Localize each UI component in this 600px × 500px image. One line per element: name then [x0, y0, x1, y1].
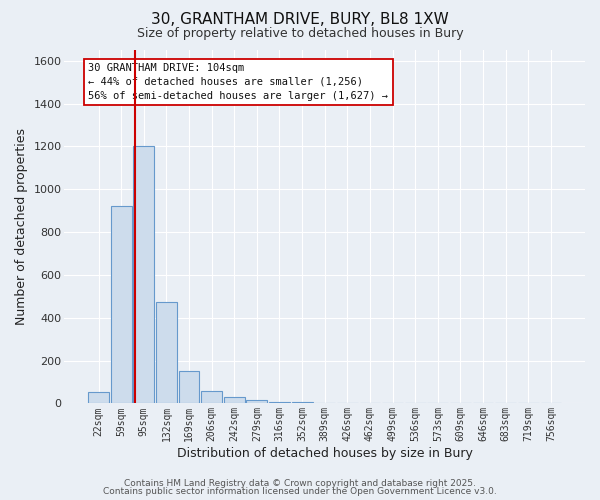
Bar — [269, 402, 290, 404]
X-axis label: Distribution of detached houses by size in Bury: Distribution of detached houses by size … — [177, 447, 473, 460]
Text: 30, GRANTHAM DRIVE, BURY, BL8 1XW: 30, GRANTHAM DRIVE, BURY, BL8 1XW — [151, 12, 449, 28]
Bar — [111, 206, 131, 404]
Bar — [133, 146, 154, 404]
Text: Contains public sector information licensed under the Open Government Licence v3: Contains public sector information licen… — [103, 487, 497, 496]
Bar — [179, 372, 199, 404]
Text: 30 GRANTHAM DRIVE: 104sqm
← 44% of detached houses are smaller (1,256)
56% of se: 30 GRANTHAM DRIVE: 104sqm ← 44% of detac… — [88, 63, 388, 101]
Bar — [224, 398, 245, 404]
Y-axis label: Number of detached properties: Number of detached properties — [15, 128, 28, 325]
Text: Size of property relative to detached houses in Bury: Size of property relative to detached ho… — [137, 28, 463, 40]
Bar — [292, 402, 313, 404]
Bar — [156, 302, 177, 404]
Bar — [247, 400, 267, 404]
Text: Contains HM Land Registry data © Crown copyright and database right 2025.: Contains HM Land Registry data © Crown c… — [124, 478, 476, 488]
Bar — [201, 390, 222, 404]
Bar — [88, 392, 109, 404]
